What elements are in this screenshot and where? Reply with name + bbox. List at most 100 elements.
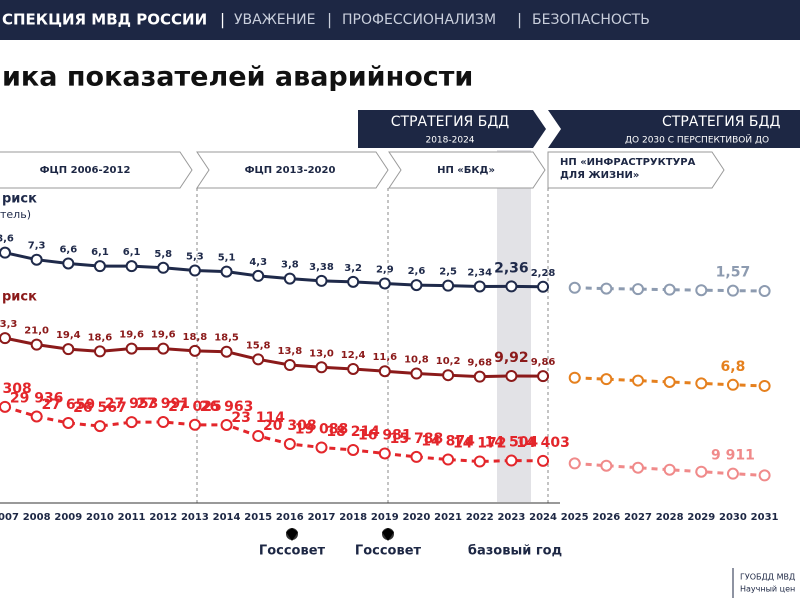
data-point (188, 418, 201, 431)
x-tick-label: 2007 (0, 512, 19, 523)
data-label: 14 874 (421, 434, 475, 450)
data-label: 9,92 (494, 350, 529, 366)
data-point (378, 447, 391, 460)
footer-text: Научный цен (740, 585, 795, 594)
data-label: 10,2 (436, 356, 461, 367)
data-point (157, 416, 170, 429)
data-point (568, 457, 581, 470)
program-label: ФЦП 2006-2012 (40, 165, 131, 176)
data-label: 27 659 (42, 397, 96, 413)
data-label: 3,38 (309, 262, 334, 273)
series-label: риск (2, 192, 37, 207)
data-point (125, 416, 138, 429)
data-point (473, 455, 486, 468)
data-label: 10,8 (404, 354, 429, 365)
data-point (505, 369, 518, 382)
x-tick-label: 2014 (213, 512, 241, 523)
data-label: 9,86 (531, 357, 556, 368)
data-point (410, 279, 423, 292)
data-point (347, 275, 360, 288)
data-label: 11,6 (372, 352, 397, 363)
data-label: 13,0 (309, 348, 334, 359)
data-label: 3,8 (281, 260, 299, 271)
data-point (632, 374, 644, 387)
x-tick-label: 2020 (403, 512, 431, 523)
header-bar (0, 0, 800, 40)
data-label: 18 214 (326, 424, 380, 440)
data-label: 15,8 (246, 340, 271, 351)
data-label: 7,3 (28, 241, 46, 252)
data-point (695, 377, 708, 390)
data-point (537, 454, 550, 467)
data-label: 6,6 (59, 244, 77, 255)
data-point (283, 437, 296, 450)
header-motto: БЕЗОПАСНОСТЬ (532, 12, 650, 28)
data-point (188, 344, 201, 357)
data-point (252, 269, 265, 282)
data-point (410, 367, 423, 380)
data-point (62, 416, 75, 429)
data-label: 6,8 (721, 359, 746, 375)
data-label: 5,1 (218, 253, 236, 264)
program-chevron (388, 151, 546, 189)
data-point (473, 280, 486, 293)
data-point (347, 362, 360, 375)
data-point (283, 272, 296, 285)
data-point (537, 370, 550, 383)
emblem (286, 528, 298, 541)
strategy-subtitle: 2018-2024 (425, 136, 474, 146)
data-point (125, 342, 138, 355)
program-label: ФЦП 2013-2020 (245, 165, 336, 176)
program-label-box: НП «ИНФРАСТРУКТУРА ДЛЯ ЖИЗНИ» (560, 157, 696, 181)
data-point (726, 378, 739, 391)
x-tick-label: 2013 (181, 512, 209, 523)
x-tick-label: 2021 (434, 512, 462, 523)
strategy-banner (548, 110, 800, 148)
annotation: Госсовет (355, 544, 422, 559)
strategy-banner (358, 110, 546, 148)
header-sep: | (327, 11, 332, 29)
program-label: НП «ИНФРАСТРУКТУРА ДЛЯ ЖИЗНИ» (560, 157, 696, 181)
data-point (125, 260, 138, 273)
data-point (62, 343, 75, 356)
data-label: 3,2 (344, 263, 362, 274)
series-line (4, 336, 544, 379)
x-tick-label: 2019 (371, 512, 399, 523)
series-note: тель) (0, 208, 31, 221)
data-point (505, 454, 518, 467)
data-point (758, 469, 771, 482)
data-label: 19,6 (151, 330, 176, 341)
data-label: 14 172 (453, 436, 507, 452)
program-chevron (0, 151, 193, 189)
data-label: 9,68 (467, 358, 492, 369)
data-point (663, 283, 676, 296)
x-tick-label: 2026 (592, 512, 620, 523)
data-point (315, 441, 328, 454)
data-label: 18,5 (214, 333, 239, 344)
data-label: 5,3 (186, 252, 204, 263)
data-point (283, 359, 296, 371)
data-point (220, 345, 233, 358)
data-label: 12,4 (341, 350, 366, 361)
data-point (632, 283, 644, 296)
data-label: 2,34 (467, 267, 492, 278)
data-label: 2,5 (439, 267, 457, 278)
x-tick-label: 2029 (687, 512, 715, 523)
data-label: 6,1 (91, 247, 109, 258)
footer-text: ГУОБДД МВД (740, 573, 795, 582)
data-point (695, 465, 708, 478)
data-point (442, 279, 455, 292)
data-point (758, 379, 771, 392)
data-point (632, 461, 644, 474)
data-point (252, 429, 265, 442)
data-label: 19,4 (56, 330, 81, 341)
data-point (600, 373, 613, 386)
x-tick-label: 2028 (656, 512, 684, 523)
data-label: 27 991 (136, 396, 190, 412)
header-sep: | (220, 11, 225, 29)
data-label: 29 936 (10, 390, 64, 406)
series-label: риск (2, 290, 37, 305)
base-year-highlight (497, 150, 531, 502)
data-label: 2,9 (376, 264, 394, 275)
